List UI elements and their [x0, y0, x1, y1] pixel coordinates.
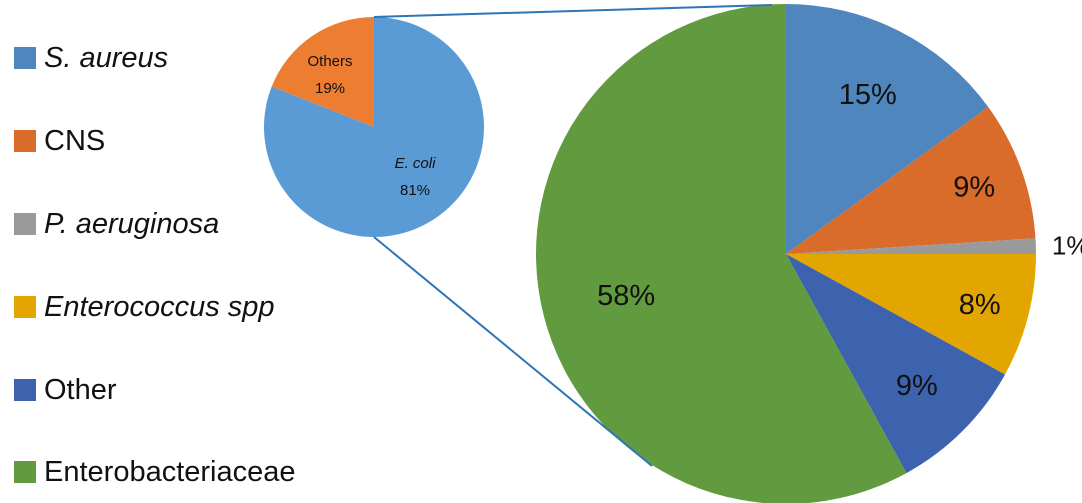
- pie-slice-p-aeruginosa: [786, 238, 1036, 254]
- legend-swatch: [14, 461, 36, 483]
- legend-item-s-aureus: S. aureus: [14, 38, 168, 78]
- category-label: E. coli: [395, 155, 437, 172]
- legend-item-cns: CNS: [14, 121, 105, 161]
- data-label: 19%: [315, 80, 345, 97]
- pie-slice-e-coli: [263, 17, 484, 238]
- pie-slice-enterobacteriaceae: [536, 4, 907, 503]
- pie-slice-s-aureus: [786, 4, 989, 254]
- data-label: 81%: [400, 182, 430, 199]
- legend-label: P. aeruginosa: [44, 207, 220, 240]
- connector-line: [373, 4, 773, 18]
- pie-slice-cns: [786, 107, 1036, 255]
- data-label: 58%: [597, 280, 655, 312]
- legend-label: Enterococcus spp: [44, 290, 275, 323]
- legend-swatch: [14, 296, 36, 318]
- legend-item-other: Other: [14, 370, 117, 410]
- legend-swatch: [14, 213, 36, 235]
- pie-slice-enterococcus-spp: [786, 254, 1036, 375]
- chart-legend: S. aureus CNS P. aeruginosa Enterococcus…: [14, 30, 344, 500]
- legend-item-enterococcus: Enterococcus spp: [14, 287, 275, 327]
- data-label: 1%: [1052, 230, 1082, 260]
- legend-swatch: [14, 379, 36, 401]
- pie-slice-other: [786, 254, 1006, 474]
- connector-line: [373, 236, 653, 467]
- data-label: 15%: [839, 79, 897, 111]
- legend-swatch: [14, 47, 36, 69]
- legend-label: CNS: [44, 124, 106, 157]
- data-label: 8%: [959, 289, 1001, 321]
- data-label: 9%: [953, 171, 995, 203]
- legend-swatch: [14, 130, 36, 152]
- data-label: 9%: [896, 370, 938, 402]
- legend-item-enterobacteriaceae: Enterobacteriaceae: [14, 452, 296, 492]
- legend-label: S. aureus: [44, 41, 169, 74]
- legend-label: Enterobacteriaceae: [44, 455, 296, 488]
- pie-slice-others: [271, 17, 374, 127]
- legend-item-p-aeruginosa: P. aeruginosa: [14, 204, 219, 244]
- legend-label: Other: [44, 373, 117, 406]
- category-label: Others: [307, 53, 352, 70]
